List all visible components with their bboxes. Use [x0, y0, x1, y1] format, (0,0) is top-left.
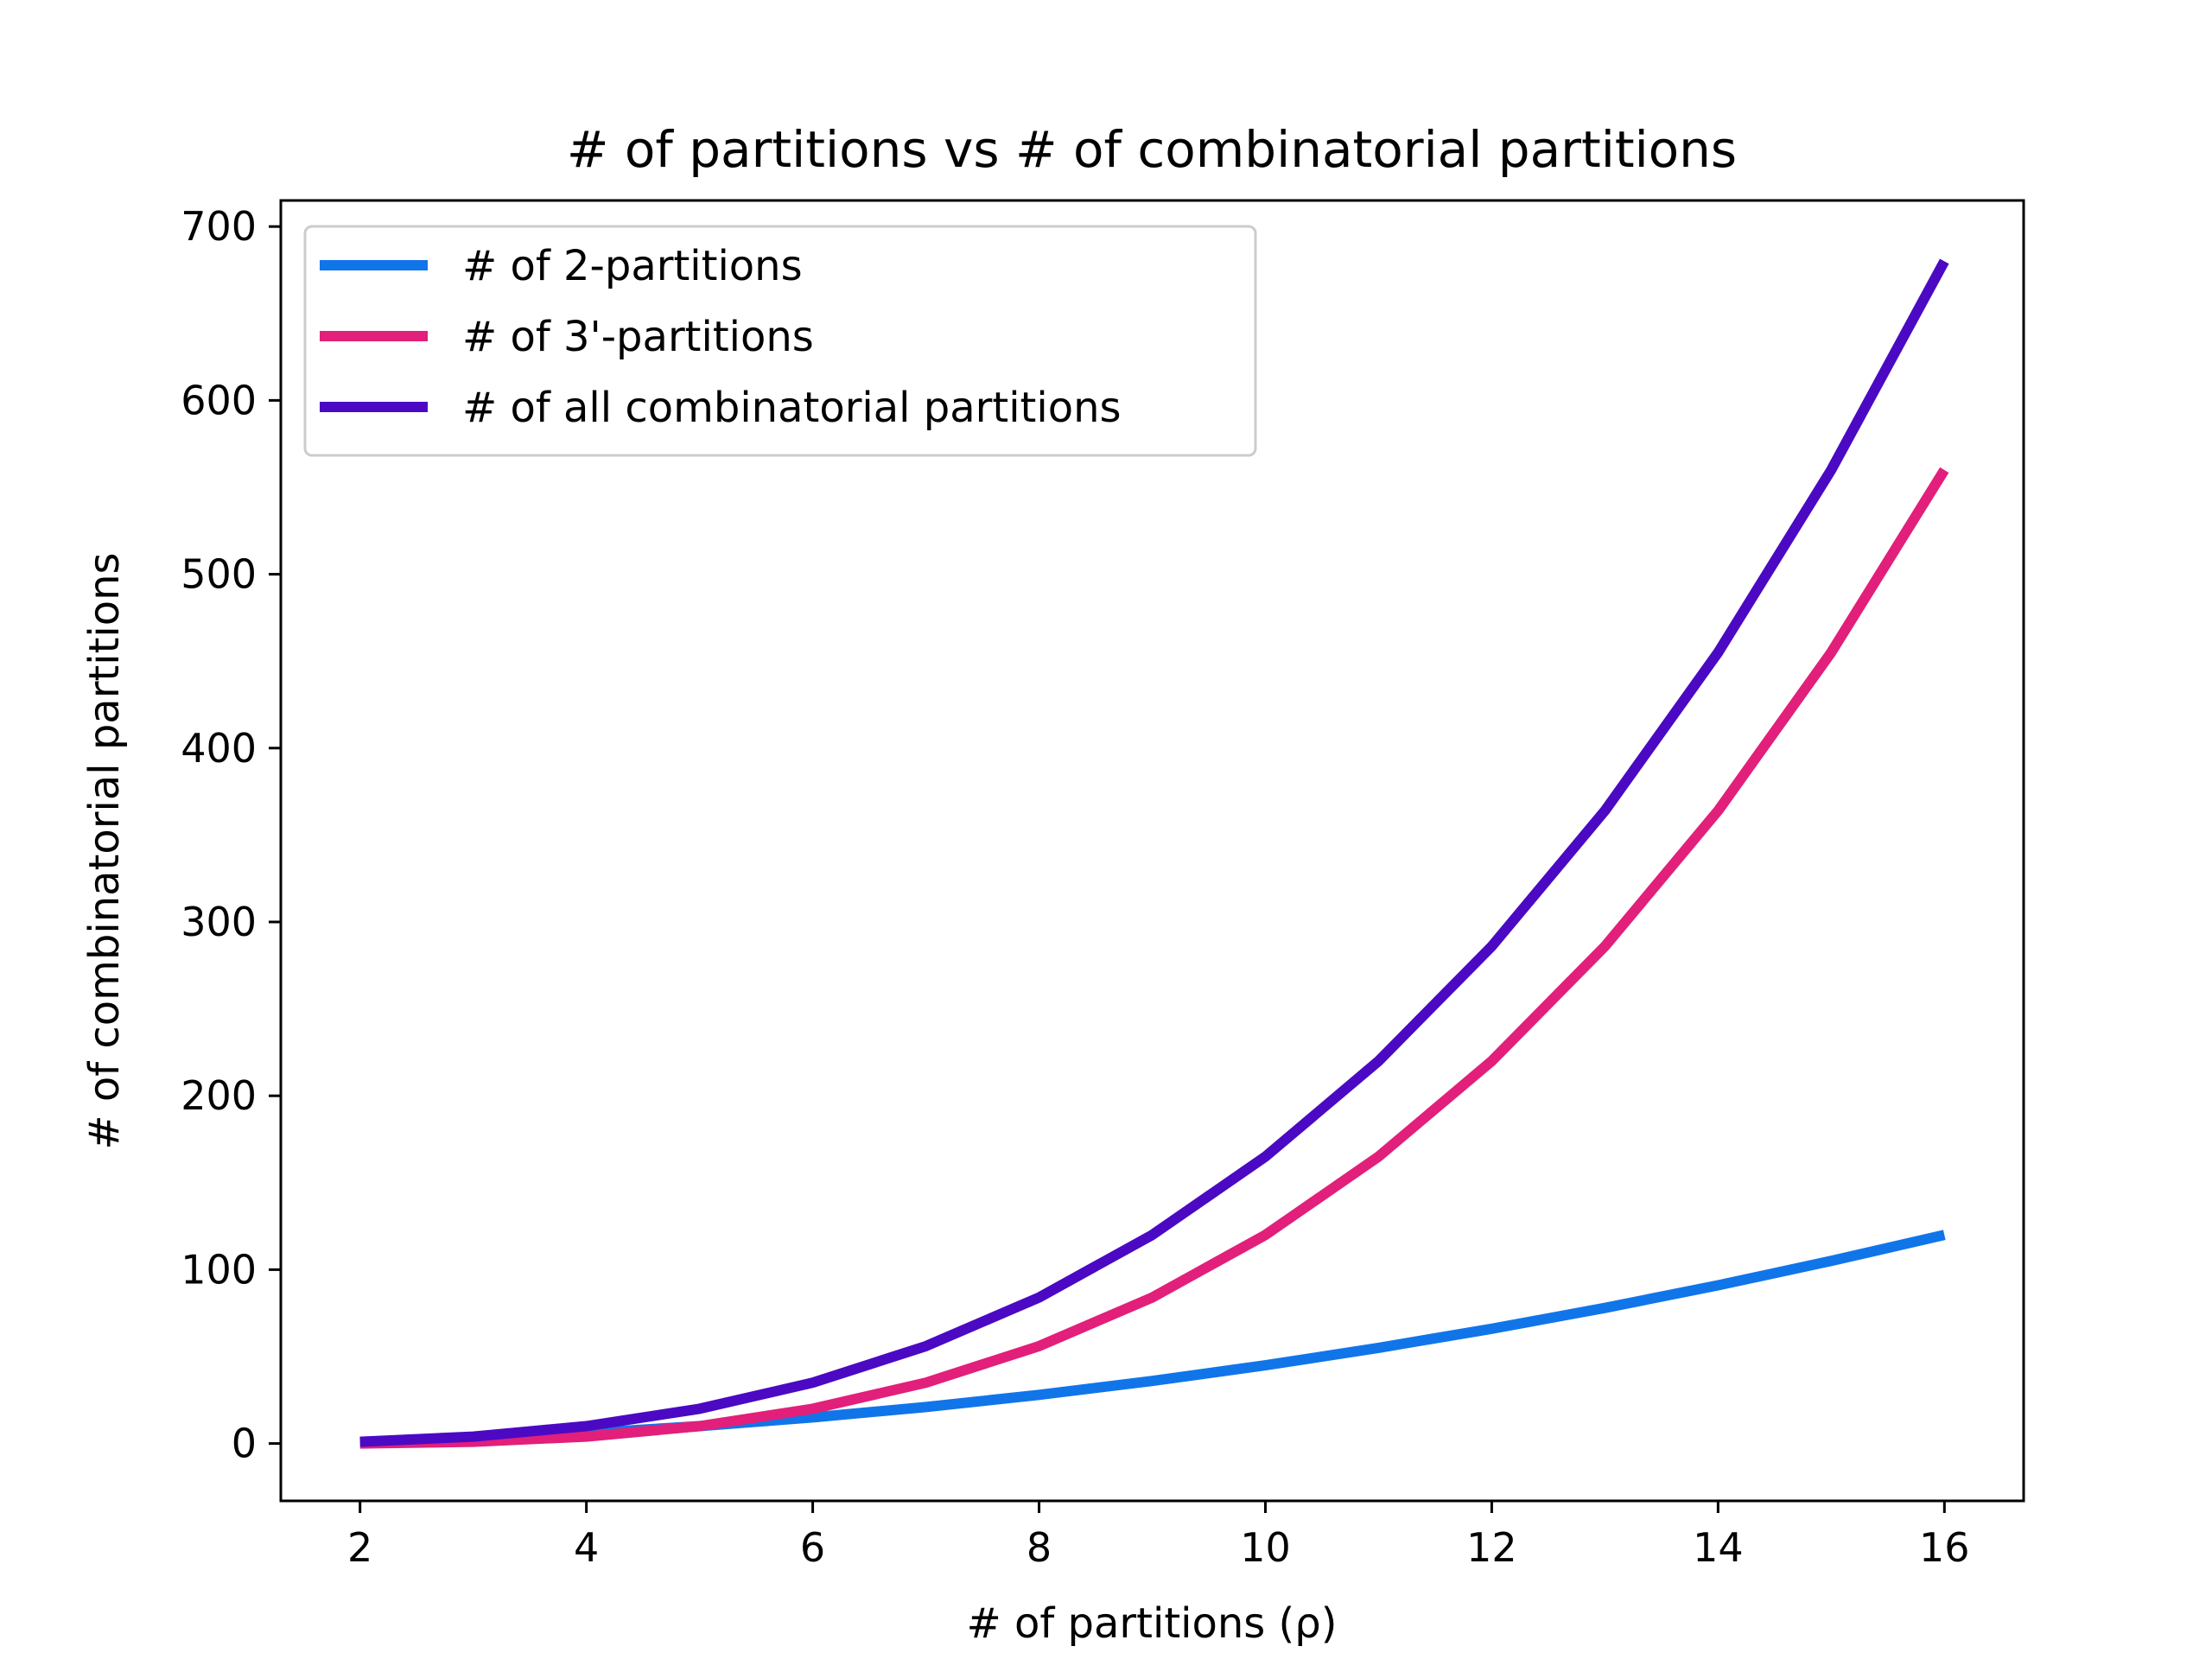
y-tick-label: 700: [181, 203, 257, 250]
legend-label-2: # of 3'-partitions: [462, 313, 814, 361]
legend-label-3: # of all combinatorial partitions: [462, 384, 1122, 432]
y-tick-label: 400: [181, 725, 257, 772]
y-tick-label: 600: [181, 377, 257, 423]
y-axis: 0 100 200 300 400 500 600 700: [181, 203, 281, 1467]
x-tick-label: 14: [1693, 1524, 1744, 1571]
legend: # of 2-partitions # of 3'-partitions # of …: [303, 225, 1257, 457]
x-tick-label: 12: [1466, 1524, 1517, 1571]
x-tick-label: 6: [800, 1524, 825, 1571]
legend-box: [303, 225, 1257, 457]
y-tick-label: 0: [232, 1421, 257, 1467]
legend-label-1: # of 2-partitions: [462, 242, 803, 290]
series-line-3: [359, 258, 1949, 1447]
y-tick-label: 300: [181, 899, 257, 945]
x-tick-label: 10: [1240, 1524, 1291, 1571]
axes-frame: [279, 199, 2025, 1503]
x-axis-label: # of partitions (ρ): [967, 1599, 1338, 1648]
y-tick-label: 100: [181, 1246, 257, 1293]
x-tick-label: 16: [1919, 1524, 1970, 1571]
x-tick-label: 4: [574, 1524, 599, 1571]
y-tick-label: 500: [181, 551, 257, 598]
y-axis-label: # of combinatorial partitions: [80, 552, 129, 1149]
plot-area: [359, 258, 1949, 1449]
y-tick-label: 200: [181, 1072, 257, 1119]
series-line-2: [359, 467, 1949, 1449]
x-tick-label: 8: [1027, 1524, 1052, 1571]
chart-title: # of partitions vs # of combinatorial pa…: [567, 120, 1737, 179]
x-tick-label: 2: [347, 1524, 372, 1571]
x-axis: 2 4 6 8 10 12 14 16: [347, 1501, 1970, 1571]
